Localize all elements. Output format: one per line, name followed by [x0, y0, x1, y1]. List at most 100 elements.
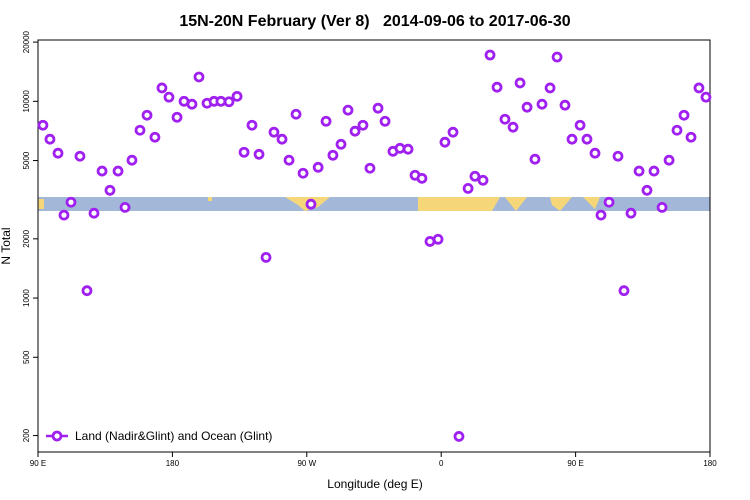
data-point [379, 115, 391, 127]
data-point [238, 146, 250, 158]
data-point [58, 209, 70, 221]
data-point [514, 77, 526, 89]
data-point [432, 233, 444, 245]
data-point [625, 207, 637, 219]
data-point [416, 172, 428, 184]
data-point [186, 98, 198, 110]
data-point [342, 104, 354, 116]
data-point [364, 162, 376, 174]
y-tick-label: 10000 [22, 90, 31, 113]
data-point [595, 209, 607, 221]
data-point [52, 147, 64, 159]
data-point [648, 165, 660, 177]
data-point [74, 150, 86, 162]
data-point [402, 143, 414, 155]
data-point [439, 136, 451, 148]
data-point [156, 82, 168, 94]
data-point [372, 102, 384, 114]
x-axis-label: Longitude (deg E) [327, 477, 422, 491]
x-tick-label: 90 E [567, 459, 583, 468]
data-point [149, 131, 161, 143]
data-point [231, 90, 243, 102]
data-point [246, 119, 258, 131]
data-point [529, 153, 541, 165]
data-point [641, 184, 653, 196]
data-point [700, 91, 712, 103]
y-tick-label: 200 [22, 428, 31, 442]
data-point [633, 165, 645, 177]
data-point [276, 133, 288, 145]
data-point [141, 109, 153, 121]
y-tick-label: 20000 [22, 30, 31, 53]
data-point [253, 148, 265, 160]
data-point [507, 121, 519, 133]
data-point [574, 119, 586, 131]
data-point [163, 91, 175, 103]
data-point [484, 49, 496, 61]
data-point [290, 108, 302, 120]
data-point [544, 82, 556, 94]
data-point [603, 196, 615, 208]
data-point [656, 201, 668, 213]
data-point [491, 81, 503, 93]
data-point [126, 154, 138, 166]
x-tick-label: 180 [166, 459, 180, 468]
data-point [104, 184, 116, 196]
map-strip [38, 197, 710, 211]
data-point [119, 201, 131, 213]
data-point [37, 119, 49, 131]
y-axis-label: N Total [0, 227, 13, 264]
data-point [193, 71, 205, 83]
data-point [88, 207, 100, 219]
data-point [559, 99, 571, 111]
data-point [297, 167, 309, 179]
data-point [469, 170, 481, 182]
data-point [551, 51, 563, 63]
data-point [678, 109, 690, 121]
data-point [171, 111, 183, 123]
data-point [618, 285, 630, 297]
data-point [349, 125, 361, 137]
data-point [581, 133, 593, 145]
legend-marker [51, 430, 63, 442]
data-point [312, 161, 324, 173]
x-tick-label: 180 [703, 459, 717, 468]
data-point [96, 165, 108, 177]
chart-title: 15N-20N February (Ver 8) 2014-09-06 to 2… [179, 13, 570, 30]
data-point [453, 431, 465, 442]
data-point [521, 101, 533, 113]
y-tick-label: 5000 [22, 151, 31, 169]
x-tick-label: 0 [439, 459, 444, 468]
data-point [589, 147, 601, 159]
data-point [320, 115, 332, 127]
data-point [327, 149, 339, 161]
y-tick-label: 500 [22, 350, 31, 364]
data-point [685, 131, 697, 143]
data-point [223, 96, 235, 108]
data-point [447, 126, 459, 138]
data-point [536, 98, 548, 110]
data-point [357, 119, 369, 131]
x-tick-label: 90 W [297, 459, 316, 468]
data-point [663, 154, 675, 166]
x-tick-label: 90 E [30, 459, 46, 468]
data-point [612, 150, 624, 162]
data-point [335, 138, 347, 150]
data-point [499, 113, 511, 125]
data-point [65, 196, 77, 208]
data-point [81, 285, 93, 297]
data-point [260, 251, 272, 263]
data-point [44, 133, 56, 145]
data-point [462, 182, 474, 194]
y-tick-label: 2000 [22, 229, 31, 247]
plot-frame [37, 39, 711, 453]
data-point [268, 126, 280, 138]
legend-label: Land (Nadir&Glint) and Ocean (Glint) [75, 429, 272, 443]
y-tick-label: 1000 [22, 289, 31, 307]
data-point [112, 165, 124, 177]
data-point [477, 174, 489, 186]
data-point [566, 133, 578, 145]
data-point [283, 154, 295, 166]
data-point [693, 82, 705, 94]
